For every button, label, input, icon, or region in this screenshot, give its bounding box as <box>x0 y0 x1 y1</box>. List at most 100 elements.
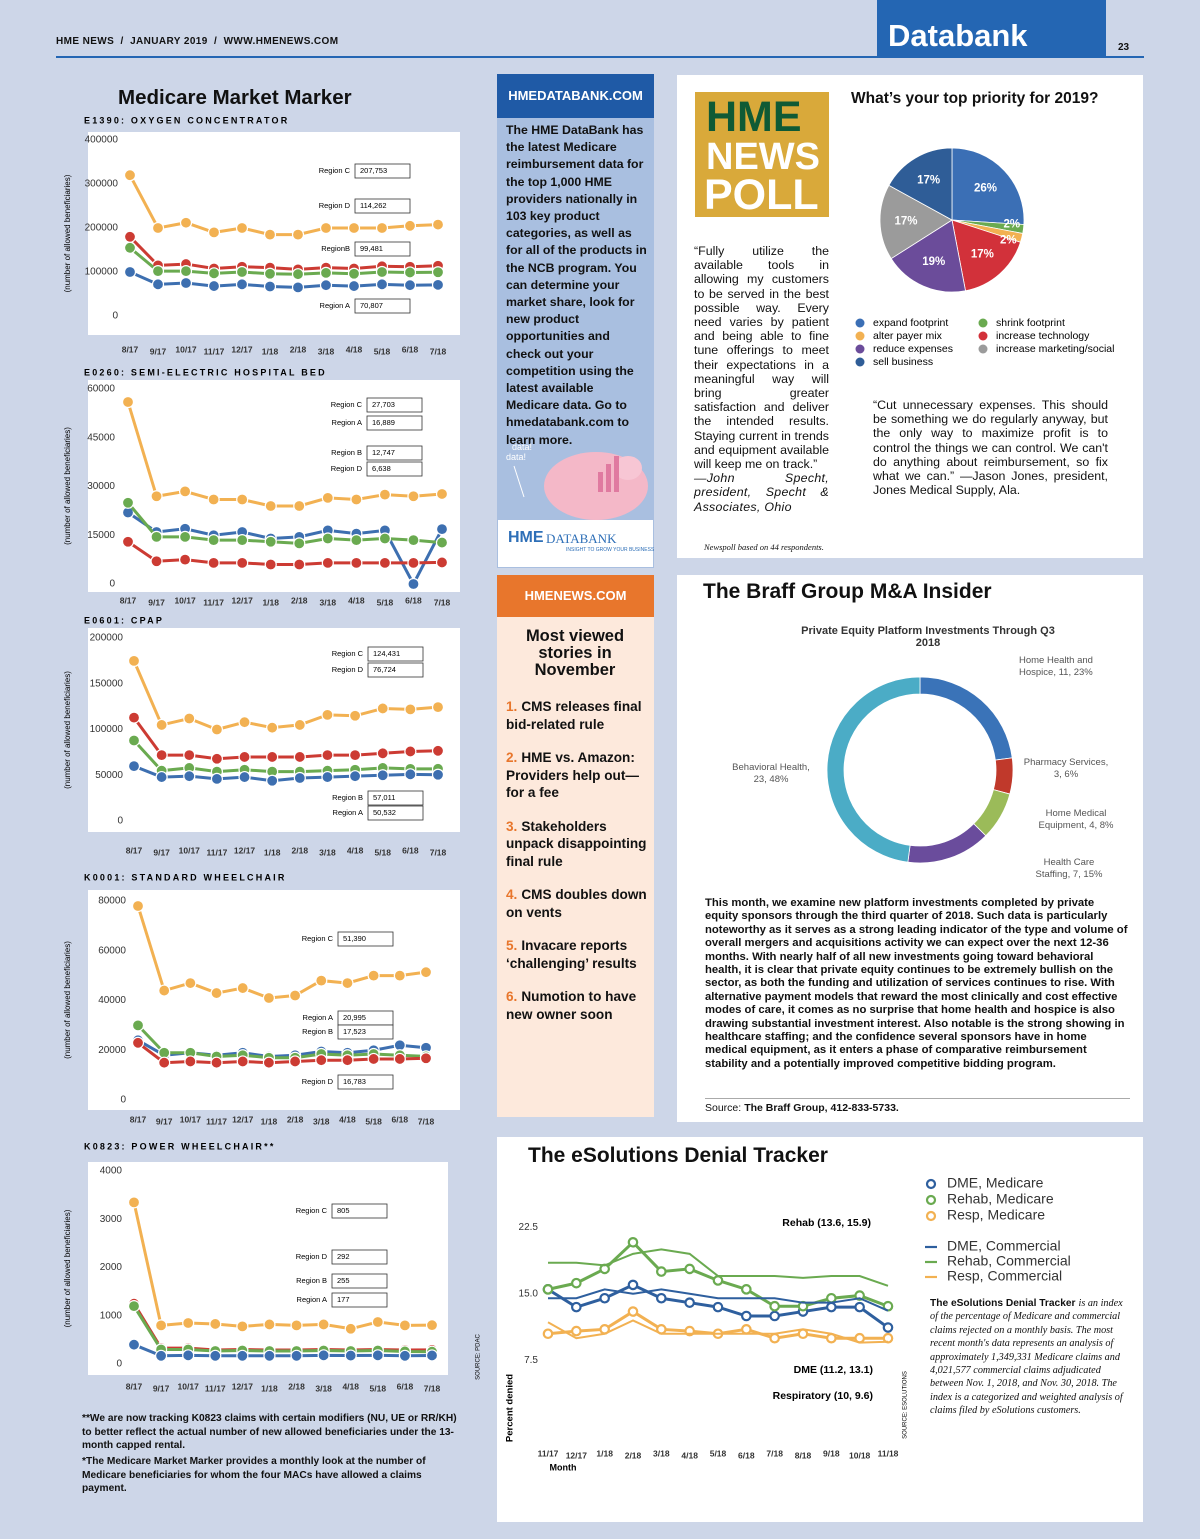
data-point <box>684 1263 695 1275</box>
y-tick-label: 0 <box>116 1359 122 1370</box>
data-point <box>407 577 420 591</box>
legend-label: Region D <box>296 1252 328 1261</box>
item-number: 3. <box>506 818 518 834</box>
data-point <box>319 266 333 279</box>
data-point <box>348 709 362 722</box>
y-tick-label: 15000 <box>87 530 115 541</box>
data-point <box>127 1299 141 1313</box>
data-point <box>262 991 276 1005</box>
data-point <box>236 1055 249 1068</box>
data-point <box>378 488 392 501</box>
label-box <box>354 198 411 214</box>
x-tick-label: 7/18 <box>434 597 451 607</box>
legend-label: Region B <box>296 1276 327 1285</box>
slice <box>826 676 921 863</box>
data-point <box>344 1349 357 1362</box>
slice-label: 2% <box>1000 235 1017 247</box>
legend-label: Region C <box>302 934 334 943</box>
data-point <box>263 267 277 280</box>
data-point <box>317 1349 330 1362</box>
data-point <box>321 770 334 784</box>
list-item: 6. Numotion to have new owner soon <box>506 988 648 1023</box>
data-point <box>266 750 279 764</box>
data-point <box>209 1349 222 1362</box>
slice <box>951 147 1025 225</box>
label-box <box>331 1203 388 1219</box>
quote-text: “Fully utilize the available tools in al… <box>694 244 829 472</box>
y-tick-label: 2000 <box>100 1262 123 1273</box>
data-point <box>150 555 163 568</box>
market-marker-title: Medicare Market Marker <box>118 86 352 109</box>
slice <box>951 219 1021 292</box>
data-point <box>121 395 135 409</box>
x-tick-label: 12/17 <box>231 344 253 354</box>
end-value-label: 255 <box>337 1276 350 1285</box>
most-viewed-header-bar <box>497 575 654 617</box>
x-tick-label: 6/18 <box>738 1450 755 1460</box>
x-tick-label: 4/18 <box>347 845 364 855</box>
label-box <box>354 163 411 179</box>
poll-note: Newspoll based on 44 respondents. <box>704 542 824 552</box>
end-value-label: 99,481 <box>360 244 383 253</box>
data-point <box>341 976 354 990</box>
data-point <box>627 1306 639 1317</box>
x-tick-label: 1/18 <box>264 847 281 857</box>
label-box <box>367 646 424 662</box>
braff-title: The Braff Group M&A Insider <box>703 580 992 603</box>
y-tick-label: 150000 <box>90 678 124 689</box>
data-point <box>264 535 277 548</box>
x-tick-label: 7/18 <box>424 1383 441 1393</box>
legend-label: reduce expenses <box>873 343 953 355</box>
legend-label: Region A <box>297 1295 327 1304</box>
data-point <box>425 1349 439 1362</box>
x-tick-label: 3/18 <box>313 1116 330 1126</box>
data-point <box>210 1056 223 1069</box>
data-point <box>183 712 196 725</box>
data-point <box>293 537 306 550</box>
data-point <box>184 976 197 990</box>
legend-marker <box>925 1178 937 1190</box>
data-point <box>656 1292 667 1304</box>
chart-title: K0823: POWER WHEELCHAIR** <box>84 1141 276 1151</box>
quote: “Fully utilize the available tools in al… <box>694 244 829 514</box>
data-point <box>210 986 223 1000</box>
legend-label: Region D <box>332 665 364 674</box>
series-line <box>548 1288 889 1312</box>
x-tick-label: 8/17 <box>122 344 139 354</box>
item-text: CMS releases final bid-related rule <box>506 699 642 732</box>
y-tick-label: 100000 <box>90 724 124 735</box>
data-point <box>319 221 333 235</box>
y-axis-label: (number of allowed beneficiaries) <box>63 174 72 292</box>
data-point <box>291 281 305 294</box>
slice-label: Home Medical Equipment, 4, 8% <box>1038 808 1114 831</box>
data-point <box>419 966 433 979</box>
legend-label: Region C <box>332 649 364 658</box>
end-value-label: 20,995 <box>343 1013 366 1022</box>
x-tick-label: 10/17 <box>180 1114 202 1124</box>
data-point <box>210 752 224 765</box>
label-box <box>366 415 423 431</box>
databank-body: The HME DataBank has the latest Medicare… <box>506 123 647 447</box>
x-tick-label: 2/18 <box>287 1114 304 1124</box>
data-point <box>542 1284 554 1295</box>
y-axis-label: (number of allowed beneficiaries) <box>63 671 72 789</box>
item-text: CMS doubles down on vents <box>506 887 647 920</box>
data-point <box>154 1349 168 1362</box>
data-point <box>236 556 249 569</box>
data-point <box>348 749 362 762</box>
data-point <box>158 1056 171 1069</box>
y-tick-label: 20000 <box>98 1045 126 1056</box>
x-tick-label: 9/17 <box>156 1116 173 1126</box>
end-value-label: 57,011 <box>373 793 395 802</box>
data-point <box>435 487 449 501</box>
data-point <box>236 493 249 506</box>
data-point <box>393 969 406 982</box>
x-tick-label: 9/17 <box>153 847 170 857</box>
section-tab <box>877 0 1106 56</box>
legend-label: Region A <box>333 808 363 817</box>
x-tick-label: 10/17 <box>175 344 197 354</box>
header-rule <box>56 56 1144 58</box>
data-point <box>627 1279 639 1291</box>
databank-header: HMEDATABANK.COM <box>508 88 643 103</box>
